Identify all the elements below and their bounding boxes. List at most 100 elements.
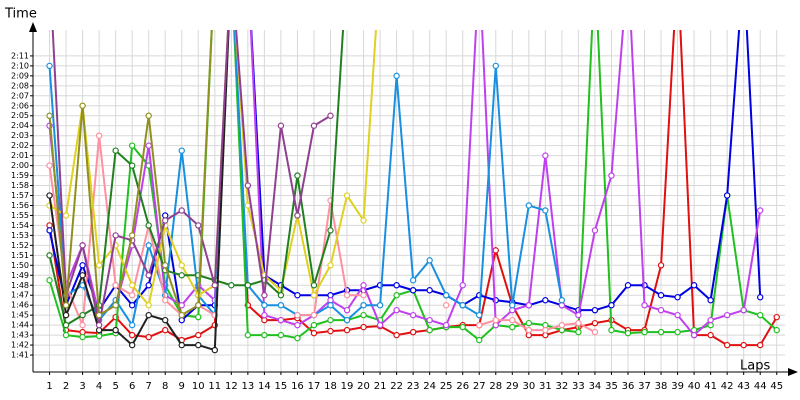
lap-point — [244, 331, 252, 339]
lap-point — [707, 331, 714, 339]
lap-point — [360, 311, 367, 319]
lap-point — [442, 301, 450, 309]
lap-point — [575, 328, 582, 336]
lap-point — [608, 326, 615, 334]
y-tick-label: 1:58 — [11, 181, 29, 190]
lap-point — [376, 321, 384, 329]
x-tick-label: 24 — [423, 381, 436, 392]
lap-point — [62, 331, 70, 339]
lap-point — [360, 301, 367, 309]
lap-point — [723, 192, 731, 199]
lap-point — [426, 287, 433, 294]
x-tick-label: 18 — [324, 381, 337, 392]
lap-point — [62, 311, 70, 319]
lap-point — [128, 282, 136, 289]
lap-point — [542, 152, 549, 159]
x-tick-label: 13 — [241, 381, 254, 392]
lap-point — [79, 321, 86, 329]
lap-point — [178, 341, 185, 349]
lap-point — [128, 341, 136, 349]
lap-point — [360, 323, 367, 331]
lap-point — [178, 147, 185, 154]
x-tick-label: 11 — [208, 381, 221, 392]
lap-point — [393, 306, 400, 314]
lap-point — [62, 301, 70, 309]
y-tick-label: 1:42 — [11, 341, 29, 350]
y-tick-label: 2:11 — [11, 51, 29, 60]
lap-point — [327, 112, 334, 119]
lap-point — [426, 316, 433, 324]
lap-point — [393, 331, 400, 339]
x-tick-label: 15 — [275, 381, 288, 392]
lap-point — [128, 162, 136, 169]
lap-point — [145, 112, 152, 119]
x-tick-label: 1 — [46, 381, 52, 392]
lap-point — [442, 321, 450, 329]
lap-point — [128, 301, 136, 309]
y-tick-label: 1:56 — [11, 201, 29, 210]
lap-point — [128, 321, 136, 329]
lap-point — [178, 262, 185, 269]
x-tick-label: 44 — [754, 381, 767, 392]
lap-point — [112, 232, 119, 239]
lap-point — [211, 282, 219, 289]
x-tick-label: 12 — [225, 381, 238, 392]
lap-point — [277, 122, 285, 129]
x-tick-label: 28 — [489, 381, 502, 392]
x-tick-label: 39 — [671, 381, 684, 392]
lap-point — [162, 217, 169, 224]
y-tick-label: 1:49 — [11, 271, 29, 280]
lap-point — [145, 301, 152, 309]
lap-point — [674, 294, 681, 301]
lap-point — [244, 182, 252, 189]
lap-point — [591, 319, 599, 327]
y-tick-label: 1:44 — [11, 321, 29, 330]
lap-point — [195, 331, 202, 339]
lap-point — [294, 212, 301, 219]
lap-point — [575, 311, 582, 319]
lap-point — [277, 292, 285, 299]
lap-point — [393, 282, 400, 289]
lap-point — [492, 247, 499, 254]
lap-point — [145, 311, 152, 319]
series-layer — [46, 30, 780, 354]
lap-point — [277, 316, 285, 324]
lap-point — [459, 282, 466, 289]
x-tick-label: 33 — [572, 381, 585, 392]
lap-point — [79, 272, 86, 279]
lap-point — [707, 297, 714, 304]
lap-point — [294, 292, 301, 299]
lap-point — [112, 326, 119, 334]
lap-point — [310, 321, 318, 329]
lap-point — [145, 333, 152, 341]
lap-point — [674, 328, 681, 336]
lap-point — [740, 306, 747, 314]
lap-point — [162, 326, 169, 334]
lap-point — [459, 323, 466, 331]
x-tick-label: 21 — [374, 381, 387, 392]
lap-point — [624, 282, 632, 289]
lap-point — [261, 292, 268, 299]
lap-point — [575, 319, 582, 327]
x-tick-label: 27 — [473, 381, 486, 392]
y-tick-label: 1:41 — [11, 351, 29, 360]
y-tick-label: 2:05 — [11, 111, 29, 120]
y-tick-label: 1:57 — [11, 191, 29, 200]
x-tick-label: 3 — [79, 381, 85, 392]
y-tick-label: 1:55 — [11, 211, 29, 220]
lap-point — [757, 207, 764, 214]
lap-point — [62, 212, 70, 219]
x-tick-label: 16 — [291, 381, 304, 392]
lap-point — [95, 332, 103, 340]
lap-point — [310, 122, 318, 129]
lap-point — [558, 321, 566, 329]
lap-point — [244, 282, 252, 289]
x-tick-label: 17 — [308, 381, 321, 392]
lap-point — [162, 262, 169, 269]
lap-point — [343, 292, 351, 299]
lap-point — [145, 222, 152, 229]
lap-point — [46, 62, 53, 70]
lap-point — [409, 287, 417, 294]
lap-point — [95, 262, 103, 269]
lap-point — [690, 282, 698, 289]
